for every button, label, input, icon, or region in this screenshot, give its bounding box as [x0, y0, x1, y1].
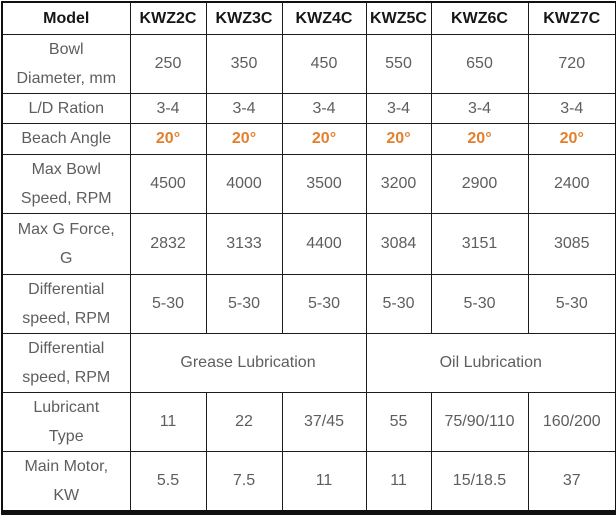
row-label: Max G Force, G [1, 212, 131, 275]
value-cell: 3-4 [281, 92, 367, 124]
value-cell: 550 [365, 33, 432, 94]
value-cell: 2832 [129, 212, 207, 275]
value-cell: 11 [365, 450, 432, 513]
table-row: Beach Angle 20° 20° 20° 20° 20° 20° [1, 122, 616, 155]
value-cell: 20° [281, 122, 367, 155]
value-cell: 3-4 [129, 92, 207, 124]
value-cell: 3-4 [205, 92, 283, 124]
table-header: Model KWZ2C KWZ3C KWZ4C KWZ5C KWZ6C KWZ7C [1, 1, 616, 35]
column-header: KWZ4C [281, 1, 367, 35]
table-header-row: Model KWZ2C KWZ3C KWZ4C KWZ5C KWZ6C KWZ7C [1, 1, 616, 35]
value-cell: 720 [527, 33, 616, 94]
value-cell: 3200 [365, 153, 432, 214]
value-cell: 3151 [430, 212, 529, 275]
value-cell: 3133 [205, 212, 283, 275]
column-header: KWZ3C [205, 1, 283, 35]
value-cell: 4500 [129, 153, 207, 214]
value-cell: 450 [281, 33, 367, 94]
column-header: KWZ2C [129, 1, 207, 35]
value-cell: 11 [129, 391, 207, 452]
value-cell: 3-4 [365, 92, 432, 124]
value-cell: 37/45 [281, 391, 367, 452]
row-label: Bowl Diameter, mm [1, 33, 131, 94]
table-row: Max G Force, G 2832 3133 4400 3084 3151 3085 [1, 212, 616, 275]
value-cell: 5-30 [430, 273, 529, 334]
table-row: L/D Ration 3-4 3-4 3-4 3-4 3-4 3-4 [1, 92, 616, 124]
value-cell: 20° [430, 122, 529, 155]
value-cell: 5-30 [365, 273, 432, 334]
value-cell: 250 [129, 33, 207, 94]
value-cell: 5-30 [527, 273, 616, 334]
value-cell: 3-4 [430, 92, 529, 124]
column-header-model: Model [1, 1, 131, 35]
value-cell: 3085 [527, 212, 616, 275]
value-cell: 5-30 [129, 273, 207, 334]
value-cell: 3500 [281, 153, 367, 214]
table-row: Max Bowl Speed, RPM 4500 4000 3500 3200 2900 2… [1, 153, 616, 214]
value-cell: 650 [430, 33, 529, 94]
table-row: Differential speed, RPM 5-30 5-30 5-30 5-30 5… [1, 273, 616, 334]
row-label: Differential speed, RPM [1, 332, 131, 393]
value-cell: 5.5 [129, 450, 207, 513]
value-cell: 15/18.5 [430, 450, 529, 513]
value-cell: 37 [527, 450, 616, 513]
row-label: Main Motor, KW [1, 450, 131, 513]
value-cell: 4400 [281, 212, 367, 275]
value-cell: 20° [205, 122, 283, 155]
table-row: Main Motor, KW 5.5 7.5 11 11 15/18.5 37 [1, 450, 616, 513]
value-cell: 3084 [365, 212, 432, 275]
column-header: KWZ5C [365, 1, 432, 35]
value-cell: 350 [205, 33, 283, 94]
column-header: KWZ6C [430, 1, 529, 35]
row-label: Lubricant Type [1, 391, 131, 452]
table-row: Lubricant Type 11 22 37/45 55 75/90/110 160/20… [1, 391, 616, 452]
value-cell: 55 [365, 391, 432, 452]
value-cell: 20° [527, 122, 616, 155]
table-row: Bowl Diameter, mm 250 350 450 550 650 720 [1, 33, 616, 94]
value-cell: 2400 [527, 153, 616, 214]
value-cell: 20° [365, 122, 432, 155]
table-row: Differential speed, RPM Grease Lubricatio… [1, 332, 616, 393]
merged-value-cell: Oil Lubrication [365, 332, 616, 393]
row-label: Beach Angle [1, 122, 131, 155]
value-cell: 7.5 [205, 450, 283, 513]
value-cell: 22 [205, 391, 283, 452]
value-cell: 4000 [205, 153, 283, 214]
value-cell: 20° [129, 122, 207, 155]
merged-value-cell: Grease Lubrication [129, 332, 367, 393]
value-cell: 75/90/110 [430, 391, 529, 452]
value-cell: 5-30 [205, 273, 283, 334]
value-cell: 2900 [430, 153, 529, 214]
value-cell: 5-30 [281, 273, 367, 334]
row-label: Differential speed, RPM [1, 273, 131, 334]
row-label: Max Bowl Speed, RPM [1, 153, 131, 214]
table-body: Bowl Diameter, mm 250 350 450 550 650 720 L/D R… [1, 33, 616, 513]
column-header: KWZ7C [527, 1, 616, 35]
value-cell: 160/200 [527, 391, 616, 452]
value-cell: 3-4 [527, 92, 616, 124]
row-label: L/D Ration [1, 92, 131, 124]
value-cell: 11 [281, 450, 367, 513]
